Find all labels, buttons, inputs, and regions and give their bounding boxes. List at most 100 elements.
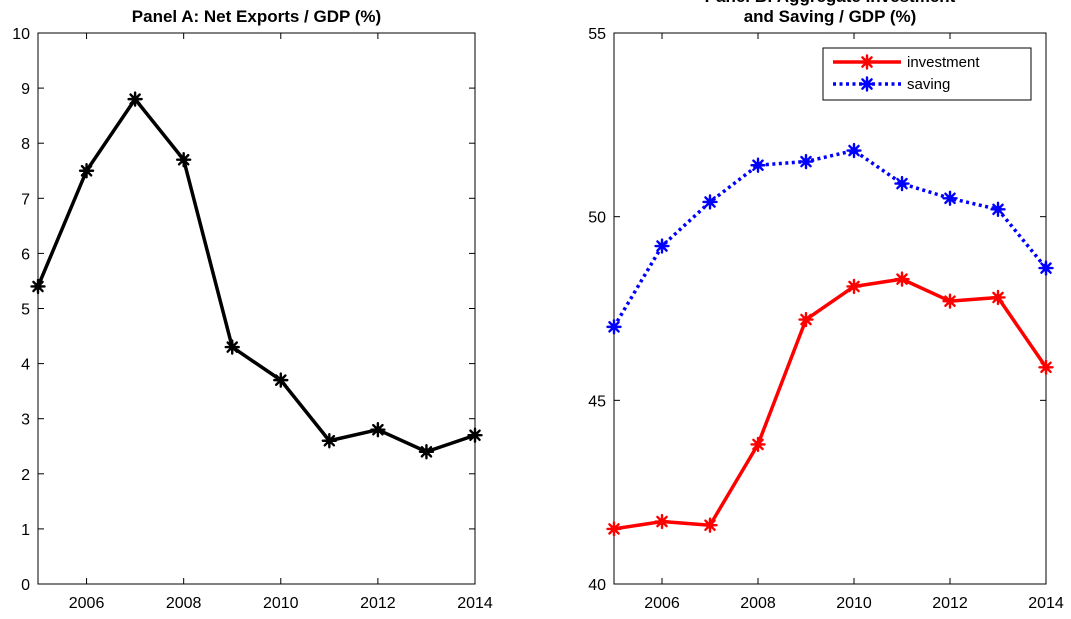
y-tick-label: 8 — [21, 136, 30, 153]
x-tick-label: 2014 — [1028, 595, 1064, 612]
data-point-saving — [750, 157, 766, 173]
plot-area-b — [613, 32, 1047, 585]
legend-label-saving: saving — [907, 76, 950, 93]
data-point-saving-core — [898, 180, 906, 188]
data-point-saving-core — [1042, 264, 1050, 272]
data-point-saving — [990, 201, 1006, 218]
data-point-saving — [654, 238, 670, 254]
data-point-series-0-core — [422, 448, 431, 456]
y-tick-label: 1 — [21, 522, 30, 539]
data-point-saving-core — [994, 205, 1002, 213]
legend-marker-saving — [859, 76, 875, 92]
data-point-series-0-core — [34, 282, 42, 291]
x-tick-label: 2014 — [457, 595, 493, 612]
panel-b: Panel B: Aggregate Investmentand Saving … — [588, 0, 1064, 612]
chart-title-a: Panel A: Net Exports / GDP (%) — [132, 7, 381, 26]
y-tick-label: 2 — [21, 467, 30, 484]
x-tick-label: 2006 — [69, 595, 105, 612]
data-point-series-0 — [78, 163, 95, 179]
y-tick-label: 6 — [21, 246, 30, 263]
x-tick-label: 2010 — [836, 595, 872, 612]
data-point-series-0-core — [325, 437, 333, 445]
data-point-investment — [894, 271, 910, 287]
y-tick-label: 10 — [12, 26, 30, 43]
data-point-saving — [606, 319, 622, 335]
data-point-investment — [846, 278, 862, 295]
y-tick-label: 45 — [588, 393, 606, 410]
data-point-series-0-core — [277, 376, 285, 384]
data-point-investment — [750, 436, 766, 453]
y-tick-label: 40 — [588, 577, 606, 594]
data-point-series-0 — [370, 422, 386, 438]
data-point-investment — [990, 289, 1006, 306]
x-tick-label: 2006 — [644, 595, 680, 612]
legend-label-investment: investment — [907, 54, 980, 71]
data-point-investment — [654, 513, 670, 530]
x-tick-label: 2010 — [263, 595, 299, 612]
y-tick-label: 7 — [21, 191, 30, 208]
data-point-investment — [942, 293, 958, 309]
data-point-investment-core — [754, 440, 762, 448]
data-point-saving-core — [610, 323, 618, 331]
chart-title-line-b: Panel B: Aggregate Investment — [705, 0, 956, 6]
data-point-investment — [606, 521, 622, 537]
data-point-investment-core — [1042, 363, 1050, 371]
data-point-investment — [1038, 359, 1054, 375]
data-point-investment-core — [658, 517, 666, 526]
data-point-investment — [798, 311, 814, 328]
chart-title-line-b: and Saving / GDP (%) — [744, 7, 917, 26]
legend-marker-saving-core — [863, 80, 871, 88]
y-tick-label: 0 — [21, 577, 30, 594]
legend: investment saving — [822, 47, 1032, 101]
data-point-investment-core — [898, 275, 906, 283]
data-point-series-0-core — [228, 343, 236, 351]
data-point-saving — [942, 190, 958, 207]
data-point-saving-core — [754, 161, 762, 169]
y-tick-label: 50 — [588, 210, 606, 227]
data-point-series-0 — [273, 372, 289, 388]
data-point-investment — [702, 517, 718, 533]
data-point-investment-core — [994, 293, 1002, 302]
data-point-series-0-core — [471, 431, 479, 439]
y-tick-label: 55 — [588, 26, 606, 43]
legend-box — [822, 47, 1032, 101]
y-tick-label: 4 — [21, 357, 30, 374]
data-point-saving — [702, 194, 718, 210]
data-point-saving-core — [706, 198, 714, 206]
data-point-series-0 — [418, 444, 435, 460]
data-point-saving — [894, 175, 910, 192]
data-point-series-0 — [30, 278, 46, 295]
data-point-investment-core — [610, 525, 618, 533]
data-point-saving-core — [802, 157, 810, 166]
series-line-series-0 — [36, 97, 476, 454]
legend-marker-investment — [859, 54, 875, 70]
data-point-series-0 — [467, 427, 483, 443]
data-point-series-0-core — [374, 426, 382, 434]
y-tick-label: 3 — [21, 412, 30, 429]
y-tick-label: 9 — [21, 81, 30, 98]
data-point-saving-core — [850, 146, 858, 155]
data-point-series-0 — [175, 152, 192, 168]
series-line-saving — [612, 148, 1048, 328]
data-point-series-0-core — [180, 156, 188, 164]
data-point-saving-core — [658, 242, 666, 250]
x-tick-label: 2008 — [166, 595, 202, 612]
data-point-investment-core — [946, 297, 954, 305]
data-point-series-0-core — [131, 95, 139, 103]
data-point-series-0-core — [82, 167, 91, 175]
data-point-saving — [1038, 260, 1054, 276]
y-tick-label: 5 — [21, 302, 30, 319]
panel-a: Panel A: Net Exports / GDP (%) 0 1 2 3 4 5 6 7 8 9… — [12, 7, 493, 612]
data-point-investment-core — [706, 521, 714, 529]
plot-area-a — [37, 32, 476, 585]
data-point-series-0 — [321, 433, 338, 449]
x-tick-label: 2012 — [932, 595, 968, 612]
legend-marker-investment-core — [863, 58, 871, 66]
x-tick-label: 2008 — [740, 595, 776, 612]
data-point-saving-core — [946, 194, 954, 202]
x-tick-label: 2012 — [360, 595, 396, 612]
series-line-investment — [613, 277, 1048, 531]
data-point-saving — [798, 153, 814, 170]
